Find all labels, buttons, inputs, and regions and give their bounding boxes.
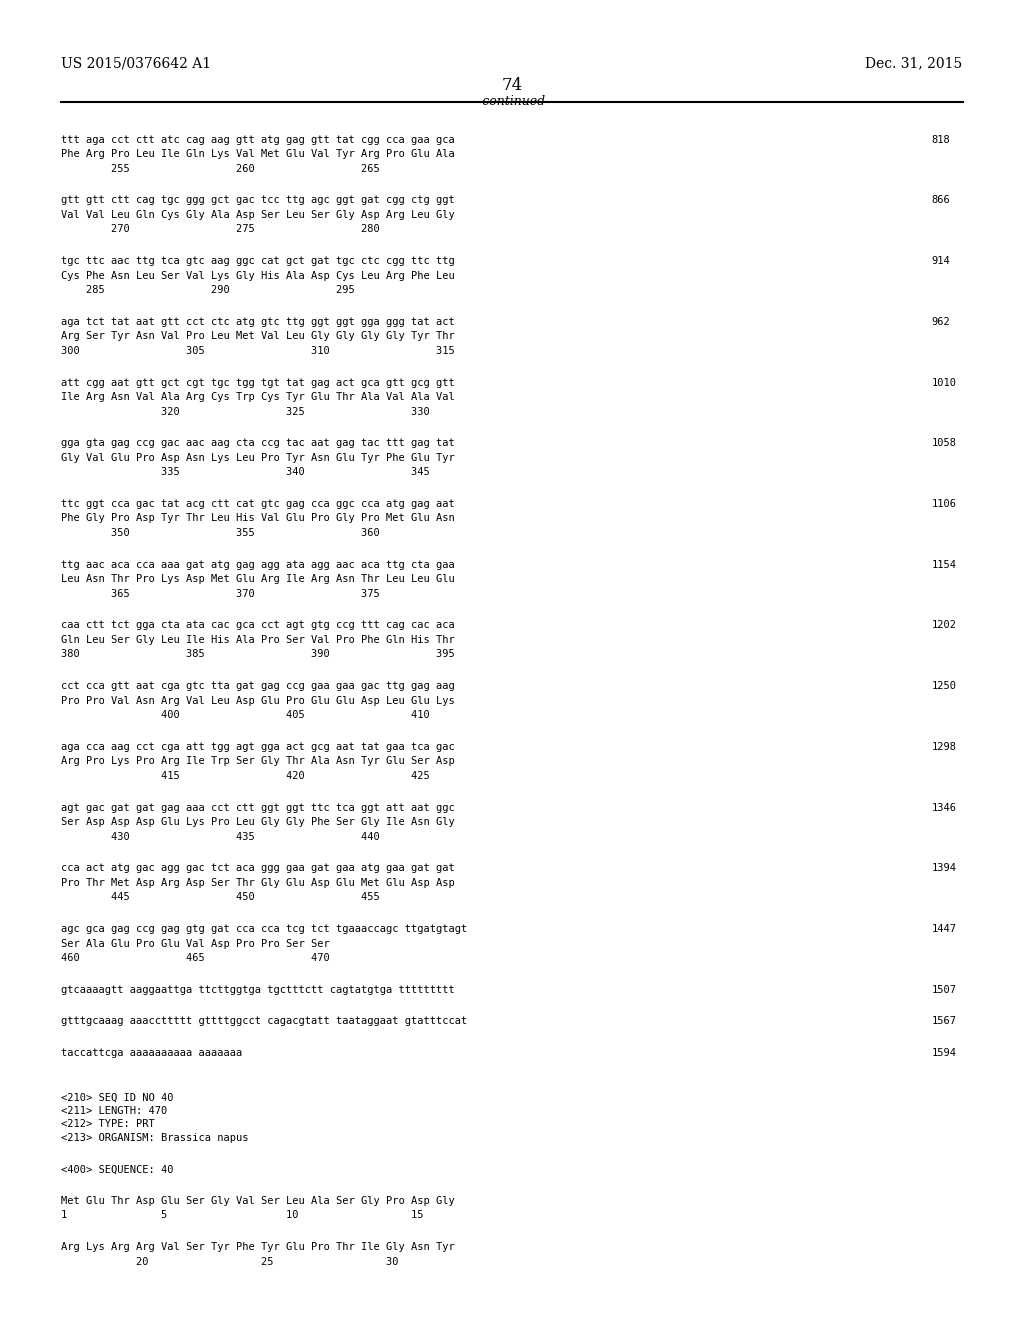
Text: taccattcga aaaaaaaaaa aaaaaaa: taccattcga aaaaaaaaaa aaaaaaa bbox=[61, 1048, 243, 1059]
Text: <211> LENGTH: 470: <211> LENGTH: 470 bbox=[61, 1106, 168, 1117]
Text: gga gta gag ccg gac aac aag cta ccg tac aat gag tac ttt gag tat: gga gta gag ccg gac aac aag cta ccg tac … bbox=[61, 438, 456, 449]
Text: Ser Ala Glu Pro Glu Val Asp Pro Pro Ser Ser: Ser Ala Glu Pro Glu Val Asp Pro Pro Ser … bbox=[61, 939, 330, 949]
Text: 1250: 1250 bbox=[932, 681, 956, 692]
Text: 1298: 1298 bbox=[932, 742, 956, 752]
Text: Cys Phe Asn Leu Ser Val Lys Gly His Ala Asp Cys Leu Arg Phe Leu: Cys Phe Asn Leu Ser Val Lys Gly His Ala … bbox=[61, 271, 456, 281]
Text: <210> SEQ ID NO 40: <210> SEQ ID NO 40 bbox=[61, 1093, 174, 1104]
Text: 1394: 1394 bbox=[932, 863, 956, 874]
Text: 335                 340                 345: 335 340 345 bbox=[61, 467, 430, 478]
Text: 1058: 1058 bbox=[932, 438, 956, 449]
Text: 270                 275                 280: 270 275 280 bbox=[61, 224, 380, 235]
Text: -continued: -continued bbox=[478, 95, 546, 108]
Text: gtt gtt ctt cag tgc ggg gct gac tcc ttg agc ggt gat cgg ctg ggt: gtt gtt ctt cag tgc ggg gct gac tcc ttg … bbox=[61, 195, 456, 206]
Text: 255                 260                 265: 255 260 265 bbox=[61, 164, 380, 174]
Text: cca act atg gac agg gac tct aca ggg gaa gat gaa atg gaa gat gat: cca act atg gac agg gac tct aca ggg gaa … bbox=[61, 863, 456, 874]
Text: 320                 325                 330: 320 325 330 bbox=[61, 407, 430, 417]
Text: tgc ttc aac ttg tca gtc aag ggc cat gct gat tgc ctc cgg ttc ttg: tgc ttc aac ttg tca gtc aag ggc cat gct … bbox=[61, 256, 456, 267]
Text: 866: 866 bbox=[932, 195, 950, 206]
Text: Phe Arg Pro Leu Ile Gln Lys Val Met Glu Val Tyr Arg Pro Glu Ala: Phe Arg Pro Leu Ile Gln Lys Val Met Glu … bbox=[61, 149, 456, 160]
Text: Met Glu Thr Asp Glu Ser Gly Val Ser Leu Ala Ser Gly Pro Asp Gly: Met Glu Thr Asp Glu Ser Gly Val Ser Leu … bbox=[61, 1196, 456, 1206]
Text: Ser Asp Asp Asp Glu Lys Pro Leu Gly Gly Phe Ser Gly Ile Asn Gly: Ser Asp Asp Asp Glu Lys Pro Leu Gly Gly … bbox=[61, 817, 456, 828]
Text: 914: 914 bbox=[932, 256, 950, 267]
Text: 300                 305                 310                 315: 300 305 310 315 bbox=[61, 346, 456, 356]
Text: 380                 385                 390                 395: 380 385 390 395 bbox=[61, 649, 456, 660]
Text: 74: 74 bbox=[502, 77, 522, 94]
Text: Ile Arg Asn Val Ala Arg Cys Trp Cys Tyr Glu Thr Ala Val Ala Val: Ile Arg Asn Val Ala Arg Cys Trp Cys Tyr … bbox=[61, 392, 456, 403]
Text: 1106: 1106 bbox=[932, 499, 956, 510]
Text: 1507: 1507 bbox=[932, 985, 956, 995]
Text: 20                  25                  30: 20 25 30 bbox=[61, 1257, 399, 1267]
Text: 350                 355                 360: 350 355 360 bbox=[61, 528, 380, 539]
Text: 445                 450                 455: 445 450 455 bbox=[61, 892, 380, 903]
Text: ttt aga cct ctt atc cag aag gtt atg gag gtt tat cgg cca gaa gca: ttt aga cct ctt atc cag aag gtt atg gag … bbox=[61, 135, 456, 145]
Text: 1594: 1594 bbox=[932, 1048, 956, 1059]
Text: 1567: 1567 bbox=[932, 1016, 956, 1027]
Text: Leu Asn Thr Pro Lys Asp Met Glu Arg Ile Arg Asn Thr Leu Leu Glu: Leu Asn Thr Pro Lys Asp Met Glu Arg Ile … bbox=[61, 574, 456, 585]
Text: ttc ggt cca gac tat acg ctt cat gtc gag cca ggc cca atg gag aat: ttc ggt cca gac tat acg ctt cat gtc gag … bbox=[61, 499, 456, 510]
Text: agt gac gat gat gag aaa cct ctt ggt ggt ttc tca ggt att aat ggc: agt gac gat gat gag aaa cct ctt ggt ggt … bbox=[61, 803, 456, 813]
Text: aga tct tat aat gtt cct ctc atg gtc ttg ggt ggt gga ggg tat act: aga tct tat aat gtt cct ctc atg gtc ttg … bbox=[61, 317, 456, 327]
Text: 365                 370                 375: 365 370 375 bbox=[61, 589, 380, 599]
Text: Arg Lys Arg Arg Val Ser Tyr Phe Tyr Glu Pro Thr Ile Gly Asn Tyr: Arg Lys Arg Arg Val Ser Tyr Phe Tyr Glu … bbox=[61, 1242, 456, 1253]
Text: 1447: 1447 bbox=[932, 924, 956, 935]
Text: Gly Val Glu Pro Asp Asn Lys Leu Pro Tyr Asn Glu Tyr Phe Glu Tyr: Gly Val Glu Pro Asp Asn Lys Leu Pro Tyr … bbox=[61, 453, 456, 463]
Text: <400> SEQUENCE: 40: <400> SEQUENCE: 40 bbox=[61, 1164, 174, 1175]
Text: Arg Pro Lys Pro Arg Ile Trp Ser Gly Thr Ala Asn Tyr Glu Ser Asp: Arg Pro Lys Pro Arg Ile Trp Ser Gly Thr … bbox=[61, 756, 456, 767]
Text: 460                 465                 470: 460 465 470 bbox=[61, 953, 330, 964]
Text: 818: 818 bbox=[932, 135, 950, 145]
Text: 1346: 1346 bbox=[932, 803, 956, 813]
Text: gtttgcaaag aaaccttttt gttttggcct cagacgtatt taataggaat gtatttccat: gtttgcaaag aaaccttttt gttttggcct cagacgt… bbox=[61, 1016, 468, 1027]
Text: Phe Gly Pro Asp Tyr Thr Leu His Val Glu Pro Gly Pro Met Glu Asn: Phe Gly Pro Asp Tyr Thr Leu His Val Glu … bbox=[61, 513, 456, 524]
Text: ttg aac aca cca aaa gat atg gag agg ata agg aac aca ttg cta gaa: ttg aac aca cca aaa gat atg gag agg ata … bbox=[61, 560, 456, 570]
Text: agc gca gag ccg gag gtg gat cca cca tcg tct tgaaaccagc ttgatgtagt: agc gca gag ccg gag gtg gat cca cca tcg … bbox=[61, 924, 468, 935]
Text: 415                 420                 425: 415 420 425 bbox=[61, 771, 430, 781]
Text: 1010: 1010 bbox=[932, 378, 956, 388]
Text: 1154: 1154 bbox=[932, 560, 956, 570]
Text: <213> ORGANISM: Brassica napus: <213> ORGANISM: Brassica napus bbox=[61, 1133, 249, 1143]
Text: 430                 435                 440: 430 435 440 bbox=[61, 832, 380, 842]
Text: Pro Pro Val Asn Arg Val Leu Asp Glu Pro Glu Glu Asp Leu Glu Lys: Pro Pro Val Asn Arg Val Leu Asp Glu Pro … bbox=[61, 696, 456, 706]
Text: Pro Thr Met Asp Arg Asp Ser Thr Gly Glu Asp Glu Met Glu Asp Asp: Pro Thr Met Asp Arg Asp Ser Thr Gly Glu … bbox=[61, 878, 456, 888]
Text: 1202: 1202 bbox=[932, 620, 956, 631]
Text: att cgg aat gtt gct cgt tgc tgg tgt tat gag act gca gtt gcg gtt: att cgg aat gtt gct cgt tgc tgg tgt tat … bbox=[61, 378, 456, 388]
Text: cct cca gtt aat cga gtc tta gat gag ccg gaa gaa gac ttg gag aag: cct cca gtt aat cga gtc tta gat gag ccg … bbox=[61, 681, 456, 692]
Text: 1               5                   10                  15: 1 5 10 15 bbox=[61, 1210, 424, 1221]
Text: Gln Leu Ser Gly Leu Ile His Ala Pro Ser Val Pro Phe Gln His Thr: Gln Leu Ser Gly Leu Ile His Ala Pro Ser … bbox=[61, 635, 456, 645]
Text: gtcaaaagtt aaggaattga ttcttggtga tgctttctt cagtatgtga ttttttttt: gtcaaaagtt aaggaattga ttcttggtga tgctttc… bbox=[61, 985, 456, 995]
Text: Arg Ser Tyr Asn Val Pro Leu Met Val Leu Gly Gly Gly Gly Tyr Thr: Arg Ser Tyr Asn Val Pro Leu Met Val Leu … bbox=[61, 331, 456, 342]
Text: Val Val Leu Gln Cys Gly Ala Asp Ser Leu Ser Gly Asp Arg Leu Gly: Val Val Leu Gln Cys Gly Ala Asp Ser Leu … bbox=[61, 210, 456, 220]
Text: aga cca aag cct cga att tgg agt gga act gcg aat tat gaa tca gac: aga cca aag cct cga att tgg agt gga act … bbox=[61, 742, 456, 752]
Text: Dec. 31, 2015: Dec. 31, 2015 bbox=[865, 57, 963, 71]
Text: 285                 290                 295: 285 290 295 bbox=[61, 285, 355, 296]
Text: caa ctt tct gga cta ata cac gca cct agt gtg ccg ttt cag cac aca: caa ctt tct gga cta ata cac gca cct agt … bbox=[61, 620, 456, 631]
Text: <212> TYPE: PRT: <212> TYPE: PRT bbox=[61, 1119, 156, 1130]
Text: US 2015/0376642 A1: US 2015/0376642 A1 bbox=[61, 57, 212, 71]
Text: 962: 962 bbox=[932, 317, 950, 327]
Text: 400                 405                 410: 400 405 410 bbox=[61, 710, 430, 721]
